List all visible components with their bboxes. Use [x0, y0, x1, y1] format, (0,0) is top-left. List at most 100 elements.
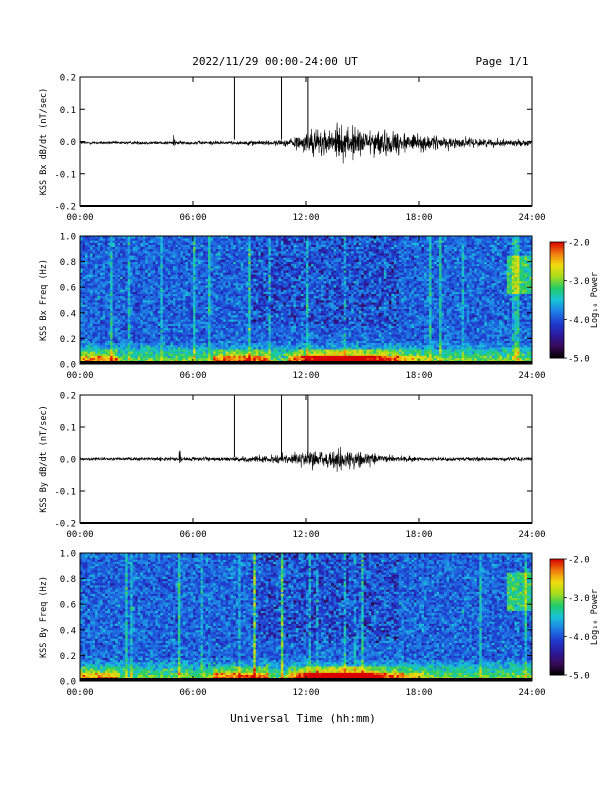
- spectrogram-cell: [110, 274, 114, 277]
- spectrogram-cell: [92, 272, 96, 275]
- spectrogram-cell: [122, 342, 126, 346]
- spectrogram-cell: [85, 293, 88, 297]
- y-tick-label: 0.0: [60, 138, 76, 148]
- spectrogram-cell: [80, 336, 83, 339]
- spectrogram-cell: [117, 238, 121, 241]
- spectrogram-cell: [117, 355, 121, 358]
- spectrogram-cell: [97, 323, 101, 326]
- spectrogram-cell: [95, 236, 98, 239]
- spectrogram-cell: [107, 236, 111, 239]
- spectrogram-cell: [100, 334, 103, 337]
- spectrogram-cell: [115, 355, 119, 358]
- spectrogram-cell: [90, 261, 93, 265]
- spectrogram-cell: [110, 308, 114, 312]
- spectrogram-cell: [115, 336, 119, 339]
- spectrogram-cell: [115, 263, 119, 267]
- spectrogram-cell: [100, 346, 103, 350]
- spectrogram: [80, 236, 533, 365]
- spectrogram-cell: [87, 349, 91, 352]
- spectrogram-cell: [92, 336, 96, 339]
- spectrogram-cell: [85, 248, 88, 252]
- spectrogram-cell: [100, 257, 103, 260]
- spectrogram-cell: [82, 291, 86, 294]
- spectrogram-cell: [110, 276, 114, 280]
- spectrogram-cell: [122, 297, 126, 301]
- spectrogram-cell: [80, 346, 83, 350]
- spectrogram-cell: [85, 312, 88, 316]
- spectrogram-cell: [97, 287, 101, 290]
- spectrogram-cell: [90, 270, 93, 273]
- spectrogram-cell: [80, 250, 83, 254]
- spectrogram-cell: [92, 344, 96, 348]
- spectrogram-cell: [87, 272, 91, 275]
- spectrogram-cell: [107, 302, 111, 305]
- spectrogram-cell: [82, 274, 86, 277]
- spectrogram-cell: [110, 314, 114, 318]
- spectrogram-cell: [97, 240, 101, 243]
- spectrogram-cell: [87, 270, 91, 273]
- spectrogram-cell: [90, 265, 93, 269]
- spectrogram-cell: [107, 261, 111, 265]
- spectrogram-cell: [122, 242, 126, 245]
- spectrogram-cell: [100, 351, 103, 354]
- spectrogram-cell: [112, 270, 116, 273]
- spectrogram-cell: [90, 280, 93, 284]
- spectrogram-cell: [90, 359, 93, 363]
- spectrogram-cell: [125, 357, 129, 361]
- spectrogram-cell: [102, 291, 106, 294]
- spectrogram-cell: [80, 353, 83, 356]
- spectrogram-cell: [112, 312, 116, 316]
- spectrogram-cell: [105, 261, 109, 265]
- spectrogram-cell: [95, 297, 98, 301]
- spectrogram-cell: [82, 304, 86, 307]
- spectrogram-cell: [120, 306, 124, 309]
- spectrogram-cell: [87, 236, 91, 239]
- spectrogram-cell: [92, 300, 96, 303]
- spectrogram-cell: [105, 242, 109, 245]
- spectrogram-cell: [117, 321, 121, 324]
- spectrogram-cell: [95, 332, 98, 335]
- spectrogram-cell: [85, 255, 88, 258]
- spectrogram-cell: [120, 263, 124, 267]
- spectrogram-cell: [100, 259, 103, 262]
- spectrogram-cell: [120, 250, 124, 254]
- spectrogram-cell: [110, 236, 114, 239]
- spectrogram-cell: [115, 327, 119, 331]
- spectrogram-cell: [82, 357, 86, 361]
- spectrogram-cell: [82, 308, 86, 312]
- spectrogram-cell: [105, 278, 109, 282]
- spectrogram-cell: [122, 353, 126, 356]
- spectrogram-cell: [115, 312, 119, 316]
- spectrogram-cell: [110, 238, 114, 241]
- spectrogram-cell: [80, 291, 83, 294]
- spectrogram-cell: [105, 265, 109, 269]
- spectrogram-cell: [110, 329, 114, 333]
- spectrogram-cell: [120, 344, 124, 348]
- spectrogram-cell: [95, 306, 98, 309]
- spectrogram-cell: [117, 282, 121, 286]
- spectrogram-cell: [85, 357, 88, 361]
- spectrogram-cell: [97, 270, 101, 273]
- spectrogram-cell: [97, 282, 101, 286]
- spectrogram-cell: [80, 282, 83, 286]
- spectrogram-cell: [87, 329, 91, 333]
- spectrogram-cell: [97, 242, 101, 245]
- spectrogram-cell: [107, 276, 111, 280]
- spectrogram-cell: [87, 295, 91, 299]
- spectrogram-cell: [100, 293, 103, 297]
- spectrogram-cell: [85, 287, 88, 290]
- spectrogram-cell: [100, 265, 103, 269]
- spectrogram-cell: [87, 355, 91, 358]
- spectrogram-cell: [110, 325, 114, 329]
- spectrogram-cell: [90, 248, 93, 252]
- spectrogram-cell: [105, 353, 109, 356]
- spectrogram-cell: [85, 263, 88, 267]
- spectrogram-cell: [117, 270, 121, 273]
- spectrogram-cell: [110, 268, 114, 271]
- spectrogram-cell: [115, 353, 119, 356]
- spectrogram-cell: [100, 242, 103, 245]
- spectrogram-cell: [80, 334, 83, 337]
- spectrogram-cell: [100, 340, 103, 344]
- spectrogram-cell: [117, 357, 121, 361]
- spectrogram-cell: [102, 242, 106, 245]
